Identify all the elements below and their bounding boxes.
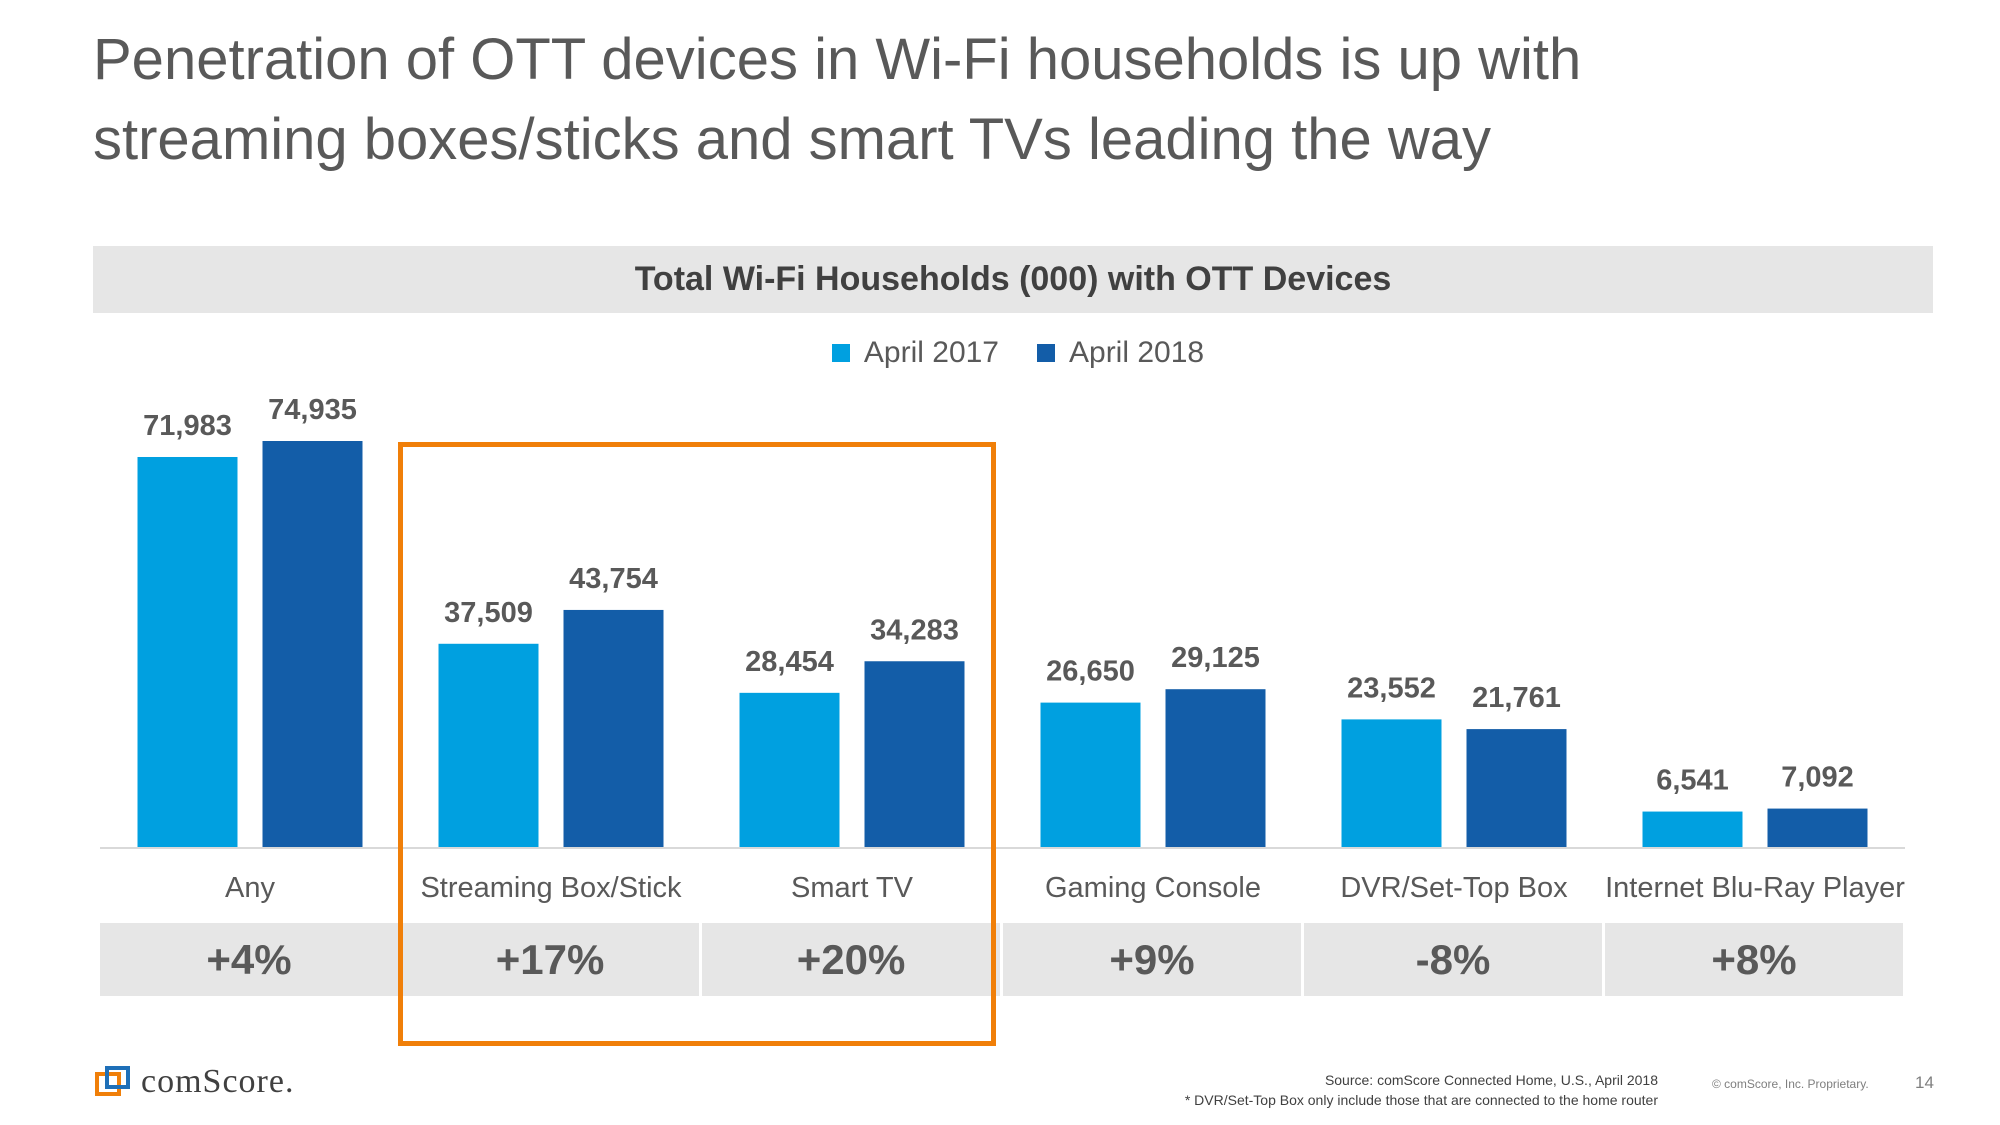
bar-2017-3 xyxy=(1040,702,1141,847)
category-label-3: Gaming Console xyxy=(1045,872,1261,904)
legend-item-2017: April 2017 xyxy=(831,336,999,370)
value-label-2017-5: 6,541 xyxy=(1656,765,1729,797)
copyright: © comScore, Inc. Proprietary. xyxy=(1712,1077,1869,1091)
bar-2018-0 xyxy=(262,441,363,847)
bar-2017-1 xyxy=(438,643,539,847)
bar-2017-5 xyxy=(1642,811,1743,847)
bar-2018-4 xyxy=(1466,729,1567,847)
source-note: Source: comScore Connected Home, U.S., A… xyxy=(1185,1070,1658,1110)
bar-2018-3 xyxy=(1165,689,1266,847)
bar-2018-2 xyxy=(864,661,965,847)
value-label-2018-3: 29,125 xyxy=(1171,642,1260,674)
comscore-logo-text: comScore. xyxy=(141,1063,295,1100)
bar-2018-1 xyxy=(563,609,664,847)
change-cell-0: +4% xyxy=(100,923,398,996)
category-label-1: Streaming Box/Stick xyxy=(420,872,682,904)
value-label-2017-3: 26,650 xyxy=(1046,656,1135,688)
comscore-logo-icon xyxy=(95,1066,130,1096)
legend-swatch-2017 xyxy=(831,344,850,362)
value-label-2018-0: 74,935 xyxy=(268,394,357,426)
bar-2017-4 xyxy=(1341,719,1442,847)
category-label-4: DVR/Set-Top Box xyxy=(1340,872,1568,904)
change-cell-1: +17% xyxy=(401,923,699,996)
page-number: 14 xyxy=(1915,1073,1934,1092)
chart-legend: April 2017 April 2018 xyxy=(18,332,2000,374)
highlight-box xyxy=(398,442,996,1046)
chart-title-bar: Total Wi-Fi Households (000) with OTT De… xyxy=(93,246,1933,313)
bar-2018-5 xyxy=(1767,808,1868,847)
change-cell-3: +9% xyxy=(1003,923,1301,996)
change-cell-2: +20% xyxy=(702,923,1000,996)
source-line-2: * DVR/Set-Top Box only include those tha… xyxy=(1184,1092,1658,1108)
value-label-2017-0: 71,983 xyxy=(143,410,232,442)
category-label-0: Any xyxy=(225,872,275,904)
change-row: +4% +17% +20% +9% -8% +8% xyxy=(100,923,1903,996)
source-line-1: Source: comScore Connected Home, U.S., A… xyxy=(1324,1072,1658,1088)
legend-label-2018: April 2018 xyxy=(1069,336,1205,369)
value-label-2017-1: 37,509 xyxy=(444,597,533,629)
chart-title: Total Wi-Fi Households (000) with OTT De… xyxy=(634,260,1392,298)
legend-label-2017: April 2017 xyxy=(863,336,999,369)
category-label-2: Smart TV xyxy=(791,872,914,904)
slide-title-line2: streaming boxes/sticks and smart TVs lea… xyxy=(93,107,1492,172)
value-label-2017-4: 23,552 xyxy=(1347,672,1436,704)
bar-2017-2 xyxy=(739,692,840,847)
category-label-5: Internet Blu-Ray Player xyxy=(1605,872,1905,904)
value-label-2018-4: 21,761 xyxy=(1472,682,1561,714)
change-cell-4: -8% xyxy=(1304,923,1602,996)
slide-title: Penetration of OTT devices in Wi-Fi hous… xyxy=(93,20,1893,180)
legend-item-2018: April 2018 xyxy=(1037,336,1204,370)
value-label-2018-1: 43,754 xyxy=(569,563,658,595)
value-label-2018-5: 7,092 xyxy=(1781,762,1854,794)
legend-swatch-2018 xyxy=(1037,344,1055,362)
value-label-2018-2: 34,283 xyxy=(870,614,959,646)
bar-2017-0 xyxy=(137,456,238,847)
value-label-2017-2: 28,454 xyxy=(745,646,834,678)
comscore-logo: comScore. xyxy=(95,1063,294,1101)
slide-title-line1: Penetration of OTT devices in Wi-Fi hous… xyxy=(93,27,1582,92)
change-cell-5: +8% xyxy=(1605,923,1903,996)
